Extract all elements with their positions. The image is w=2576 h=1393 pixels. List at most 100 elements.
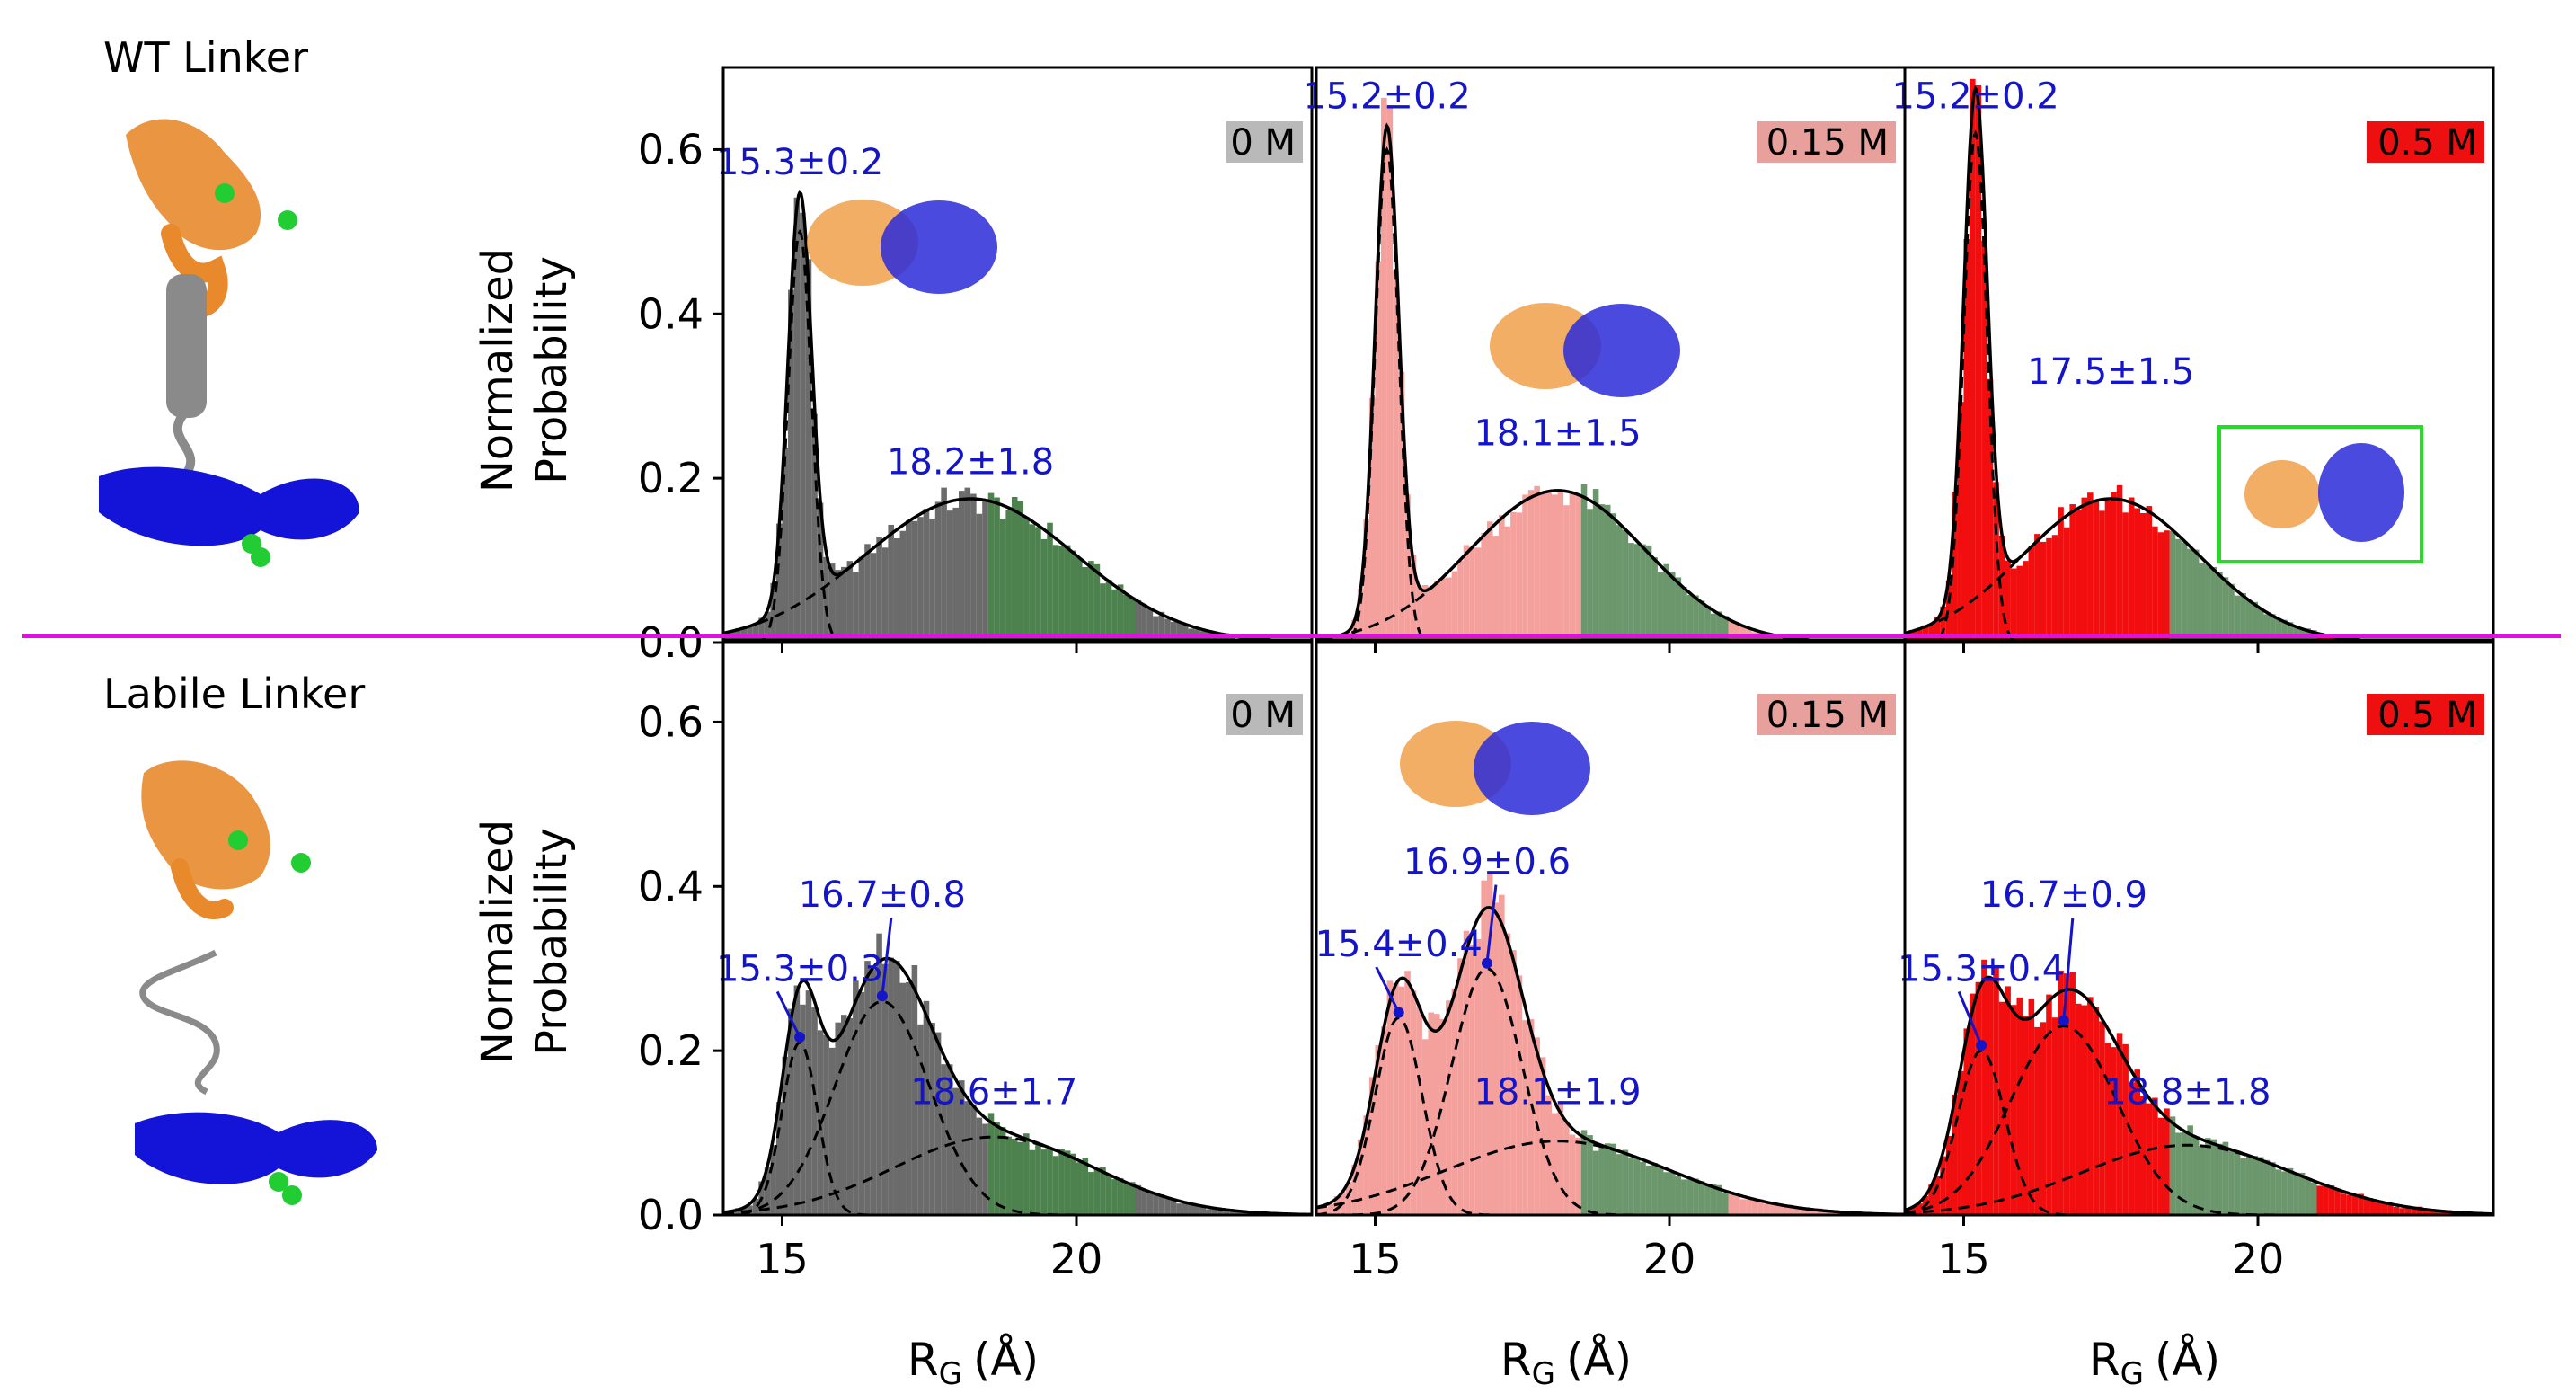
histogram-bar	[1822, 1211, 1828, 1215]
total-fit-line	[1316, 906, 1905, 1215]
x-tick-label: 20	[1643, 1235, 1696, 1283]
histogram-bar	[2046, 994, 2052, 1215]
arrow-head	[1976, 1040, 1987, 1051]
histogram-bar	[1975, 981, 1982, 1215]
histogram-bar	[2122, 512, 2129, 643]
histogram-bar	[2217, 572, 2223, 643]
histogram-bar	[1640, 1161, 1646, 1215]
histogram-bar	[2192, 549, 2200, 643]
histogram-bar	[929, 1022, 935, 1215]
histogram-bar	[2058, 507, 2064, 643]
svg-text:RG(Å): RG (Å)	[1500, 1334, 1632, 1392]
histogram-bar	[1176, 622, 1182, 643]
histogram-bar	[1223, 1209, 1230, 1215]
histogram-bar	[2404, 1207, 2412, 1215]
annotation-arrow	[2062, 918, 2075, 1021]
histogram-bar	[788, 289, 794, 643]
histogram-bar	[2187, 548, 2193, 643]
histogram-bar	[1040, 1149, 1048, 1215]
annotation-arrow	[775, 990, 801, 1038]
histogram-bar	[982, 501, 988, 643]
x-tick-label: 15	[1349, 1235, 1402, 1283]
x-tick-label: 15	[1937, 1235, 1990, 1283]
histogram-bar	[2393, 1207, 2400, 1215]
histogram-bar	[2175, 538, 2182, 643]
histogram-bar	[1510, 511, 1517, 643]
histogram-bar	[2116, 1033, 2123, 1215]
histogram-bar	[805, 990, 812, 1215]
histogram-bar	[999, 1127, 1006, 1215]
histogram-bar	[1457, 958, 1464, 1215]
histogram-bar	[1029, 1149, 1036, 1215]
histogram-bar	[800, 212, 806, 643]
histogram-bar	[1141, 604, 1147, 643]
histogram-bar	[1129, 1182, 1136, 1215]
histogram-bar	[1486, 521, 1493, 643]
histogram-bar	[1552, 494, 1558, 643]
histogram-bar	[911, 965, 918, 1215]
histogram-bar	[2270, 614, 2276, 643]
histogram-bar	[2210, 1139, 2217, 1215]
xlabel-sub: G	[1532, 1356, 1555, 1392]
histogram-bar	[2081, 497, 2088, 643]
svg-text:RG(Å): RG (Å)	[2089, 1334, 2220, 1392]
panel-0-0: 15.3±0.2 18.2±1.8 0 M 0.0 0.2 0.4 0.6	[638, 66, 1314, 667]
histogram-bar	[2305, 1178, 2311, 1215]
y-tick-label: 0.2	[638, 454, 704, 502]
histogram-bar	[770, 1145, 776, 1215]
histogram-bar	[952, 507, 959, 643]
histogram-bar	[2093, 1007, 2100, 1215]
histogram-bar	[1970, 993, 1976, 1215]
histogram-bar	[858, 991, 865, 1215]
annotation-arrow	[881, 917, 893, 997]
histogram-bar	[1386, 105, 1394, 643]
histogram-bar	[1410, 990, 1417, 1215]
histogram-bar	[2428, 1209, 2435, 1215]
histogram-bar	[1047, 522, 1053, 643]
histogram-bar	[1029, 524, 1036, 643]
histogram-bar	[2128, 497, 2135, 643]
histogram-bar	[853, 572, 859, 643]
histogram-bar	[1375, 1045, 1382, 1215]
histogram-bar	[2187, 1125, 2193, 1215]
histogram-bar	[1651, 557, 1658, 643]
histogram-bar	[1176, 1203, 1182, 1215]
histogram-bar	[976, 513, 983, 643]
histogram-bar	[2351, 1194, 2359, 1215]
histogram-bar	[1164, 1197, 1171, 1215]
histogram-bar	[835, 1022, 841, 1215]
histogram-bar	[2270, 1162, 2276, 1215]
x-tick-label: 15	[756, 1235, 809, 1283]
histogram-bar	[1211, 1209, 1218, 1215]
ylabel-line1: Normalized	[473, 248, 523, 492]
histogram-bar	[1381, 97, 1387, 643]
histogram-bar	[2205, 1138, 2211, 1215]
histogram-bar	[2252, 1156, 2258, 1215]
ylabel-top: Normalized Probability	[473, 248, 577, 492]
histogram-bar	[2376, 1201, 2382, 1215]
histogram-bar	[917, 517, 924, 643]
histogram-bar	[1504, 933, 1511, 1215]
panel-1-1: 15.4±0.4 16.9±0.6 18.1±1.9 0.15 M 15 20	[1315, 638, 1907, 1283]
annotation-arrow	[1375, 966, 1401, 1014]
peak-annotation: 18.6±1.7	[910, 1072, 1077, 1114]
histogram-bar	[841, 1015, 847, 1215]
histogram-bar	[1527, 1019, 1535, 1215]
histogram-bar	[1787, 1204, 1793, 1215]
histogram-bar	[1416, 1007, 1422, 1215]
y-tick-label: 0.6	[638, 697, 704, 746]
panel-frame	[1903, 66, 2495, 644]
histogram-bar	[1100, 583, 1106, 643]
svg-text:RG(Å): RG (Å)	[907, 1334, 1039, 1392]
histogram-bar	[2263, 614, 2271, 643]
row-label-wt: WT Linker	[103, 33, 308, 82]
histogram-bar	[2228, 583, 2235, 643]
histogram-bar	[1070, 550, 1076, 643]
histogram-bar	[1534, 485, 1540, 643]
histogram-bar	[1404, 494, 1411, 643]
histogram-bar	[1363, 1115, 1369, 1215]
histogram-bar	[2399, 1208, 2405, 1215]
histogram-bar	[853, 980, 859, 1215]
histogram-bar	[1492, 536, 1500, 643]
histogram-bar	[876, 537, 882, 643]
